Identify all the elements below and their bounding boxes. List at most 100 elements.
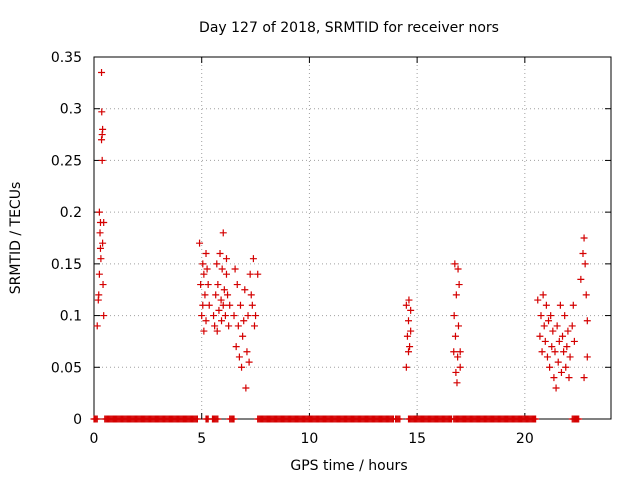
data-point <box>242 384 250 392</box>
data-point <box>99 125 107 133</box>
data-point <box>456 363 464 371</box>
data-point <box>559 332 567 340</box>
data-point-zero <box>575 415 583 423</box>
data-point <box>199 301 207 309</box>
data-point <box>450 348 458 356</box>
data-point <box>203 265 211 273</box>
data-point <box>100 312 108 320</box>
data-point <box>546 363 554 371</box>
x-axis-label: GPS time / hours <box>290 458 407 474</box>
y-tick-label: 0.25 <box>51 153 82 169</box>
data-point <box>582 291 590 299</box>
data-point <box>540 322 548 330</box>
data-point <box>226 301 234 309</box>
data-point <box>456 348 464 356</box>
data-point <box>542 301 550 309</box>
data-point <box>539 291 547 299</box>
data-point <box>96 229 104 237</box>
data-point <box>570 337 578 345</box>
data-point <box>581 260 589 268</box>
data-point <box>93 322 101 330</box>
data-point <box>555 337 563 345</box>
x-tick-label: 15 <box>408 431 426 447</box>
data-point <box>220 286 228 294</box>
data-point <box>241 286 249 294</box>
data-point <box>450 312 458 320</box>
data-point <box>553 322 561 330</box>
data-point <box>246 270 254 278</box>
data-point <box>405 317 413 325</box>
data-point <box>549 327 557 335</box>
data-point <box>554 358 562 366</box>
data-point <box>252 312 260 320</box>
y-axis-label: SRMTID / TECUs <box>8 182 24 295</box>
data-point <box>548 343 556 351</box>
data-point <box>403 332 411 340</box>
data-point <box>550 374 558 382</box>
data-point <box>556 301 564 309</box>
data-point <box>454 353 462 361</box>
data-point <box>569 301 577 309</box>
data-point-zero <box>93 415 101 423</box>
data-point-zero <box>193 415 201 423</box>
data-point <box>563 343 571 351</box>
data-point <box>205 301 213 309</box>
data-point <box>215 306 223 314</box>
data-point <box>451 260 459 268</box>
data-point <box>231 265 239 273</box>
data-point <box>98 136 106 144</box>
chart-title: Day 127 of 2018, SRMTID for receiver nor… <box>199 20 499 36</box>
data-point <box>249 255 257 263</box>
data-point <box>98 69 106 77</box>
data-point <box>218 317 226 325</box>
y-tick-label: 0 <box>73 412 82 428</box>
data-point <box>243 348 251 356</box>
data-point <box>200 270 208 278</box>
data-point <box>254 270 262 278</box>
data-point <box>545 317 553 325</box>
data-point <box>557 368 565 376</box>
data-point <box>564 327 572 335</box>
data-point <box>537 312 545 320</box>
data-point <box>214 281 222 289</box>
x-tick-labels: 0 5 10 15 20 <box>90 431 534 447</box>
y-tick-label: 0.3 <box>60 102 82 118</box>
data-point <box>219 229 227 237</box>
data-point <box>454 322 462 330</box>
y-tick-labels: 0 0.05 0.1 0.15 0.2 0.25 0.3 0.35 <box>51 50 82 428</box>
data-point <box>577 275 585 283</box>
data-point <box>248 301 256 309</box>
data-point <box>244 312 252 320</box>
data-point <box>201 291 209 299</box>
x-tick-label: 10 <box>301 431 319 447</box>
data-point <box>541 337 549 345</box>
data-point <box>197 281 205 289</box>
data-point <box>99 281 107 289</box>
data-point <box>200 327 208 335</box>
data-point <box>565 374 573 382</box>
data-point <box>232 343 240 351</box>
data-point <box>217 296 225 304</box>
data-point <box>236 301 244 309</box>
grid <box>94 57 611 419</box>
data-point <box>551 348 559 356</box>
data-point <box>250 322 258 330</box>
data-point <box>98 156 106 164</box>
data-point <box>583 317 591 325</box>
x-tick-label: 20 <box>516 431 534 447</box>
data-point <box>98 108 106 116</box>
data-point <box>95 291 103 299</box>
data-point <box>234 322 242 330</box>
data-point <box>407 327 415 335</box>
data-point <box>213 260 221 268</box>
data-point <box>218 265 226 273</box>
data-point <box>100 218 108 226</box>
data-point <box>210 312 218 320</box>
data-point <box>238 363 246 371</box>
data-point <box>452 291 460 299</box>
data-point <box>222 255 230 263</box>
data-point <box>230 312 238 320</box>
y-tick-label: 0.05 <box>51 360 82 376</box>
data-point <box>455 281 463 289</box>
data-point <box>219 301 227 309</box>
